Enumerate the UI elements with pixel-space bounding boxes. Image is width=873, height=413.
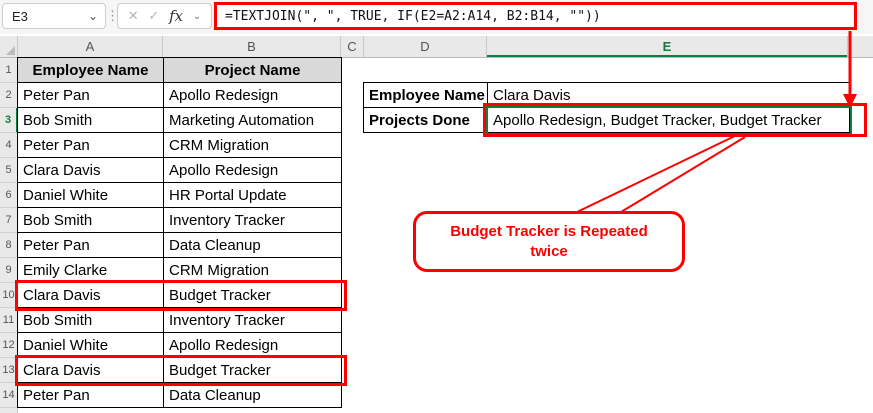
column-header-f-partial[interactable] [848, 36, 873, 58]
cell-b3[interactable]: Marketing Automation [163, 107, 342, 133]
drag-handle-icon: ⋮ [106, 8, 119, 23]
table-row: Peter Pan Data Cleanup [17, 382, 342, 408]
row-header-4[interactable]: 4 [0, 133, 18, 158]
row-header-15-partial[interactable] [0, 408, 18, 413]
employee-project-table: Employee Name Project Name Peter Pan Apol… [17, 57, 342, 408]
cell-b1[interactable]: Project Name [163, 57, 342, 83]
cell-a5[interactable]: Clara Davis [17, 157, 164, 183]
table-row: Daniel White Apollo Redesign [17, 332, 342, 358]
cell-e3[interactable]: Apollo Redesign, Budget Tracker, Budget … [487, 107, 850, 133]
table-row: Clara Davis Budget Tracker [17, 282, 342, 308]
table-row: Daniel White HR Portal Update [17, 182, 342, 208]
cell-a8[interactable]: Peter Pan [17, 232, 164, 258]
select-all-triangle-icon [6, 46, 15, 55]
column-header-b[interactable]: B [163, 36, 341, 58]
summary-table: Employee Name Clara Davis Projects Done … [363, 82, 850, 133]
cell-b4[interactable]: CRM Migration [163, 132, 342, 158]
cell-b13[interactable]: Budget Tracker [163, 357, 342, 383]
row-header-13[interactable]: 13 [0, 358, 18, 383]
callout-text-line2: twice [530, 242, 568, 260]
insert-function-icon[interactable]: fx [169, 7, 184, 25]
cell-a11[interactable]: Bob Smith [17, 307, 164, 333]
column-header-e[interactable]: E [487, 36, 848, 58]
cell-a2[interactable]: Peter Pan [17, 82, 164, 108]
table-header-row: Employee Name Project Name [17, 57, 342, 83]
cell-b2[interactable]: Apollo Redesign [163, 82, 342, 108]
cell-b10[interactable]: Budget Tracker [163, 282, 342, 308]
cell-b8[interactable]: Data Cleanup [163, 232, 342, 258]
cell-b5[interactable]: Apollo Redesign [163, 157, 342, 183]
row-header-9[interactable]: 9 [0, 258, 18, 283]
cell-b11[interactable]: Inventory Tracker [163, 307, 342, 333]
formula-input[interactable]: =TEXTJOIN(", ", TRUE, IF(E2=A2:A14, B2:B… [214, 2, 857, 30]
callout-text-line1: Budget Tracker is Repeated [450, 222, 648, 240]
select-all-corner[interactable] [0, 36, 18, 58]
cell-b9[interactable]: CRM Migration [163, 257, 342, 283]
cell-a1[interactable]: Employee Name [17, 57, 164, 83]
table-row: Emily Clarke CRM Migration [17, 257, 342, 283]
name-box-chevron-icon[interactable]: ⌄ [87, 9, 98, 23]
formula-buttons-group: ✕ ✓ fx ⌄ [117, 3, 212, 29]
table-row: Peter Pan Apollo Redesign [17, 82, 342, 108]
enter-icon[interactable]: ✓ [148, 8, 160, 23]
cancel-icon[interactable]: ✕ [127, 8, 139, 23]
summary-employee-row: Employee Name Clara Davis [363, 82, 850, 108]
column-header-c[interactable]: C [341, 36, 364, 58]
row-header-1[interactable]: 1 [0, 58, 18, 83]
cell-d2[interactable]: Employee Name [363, 82, 488, 108]
formula-bar-area: E3 ⌄ ⋮ ✕ ✓ fx ⌄ =TEXTJOIN(", ", TRUE, IF… [0, 0, 873, 34]
row-header-5[interactable]: 5 [0, 158, 18, 183]
cell-a13[interactable]: Clara Davis [17, 357, 164, 383]
column-header-d[interactable]: D [364, 36, 487, 58]
table-row: Peter Pan Data Cleanup [17, 232, 342, 258]
callout-note[interactable]: Budget Tracker is Repeated twice [413, 211, 685, 272]
cell-b14[interactable]: Data Cleanup [163, 382, 342, 408]
table-row: Bob Smith Marketing Automation [17, 107, 342, 133]
table-row: Bob Smith Inventory Tracker [17, 207, 342, 233]
row-header-12[interactable]: 12 [0, 333, 18, 358]
table-row: Bob Smith Inventory Tracker [17, 307, 342, 333]
cell-b12[interactable]: Apollo Redesign [163, 332, 342, 358]
row-header-7[interactable]: 7 [0, 208, 18, 233]
cell-b6[interactable]: HR Portal Update [163, 182, 342, 208]
column-header-a[interactable]: A [18, 36, 163, 58]
cell-e2[interactable]: Clara Davis [487, 82, 850, 108]
row-header-11[interactable]: 11 [0, 308, 18, 333]
row-header-14[interactable]: 14 [0, 383, 18, 408]
table-row: Clara Davis Budget Tracker [17, 357, 342, 383]
callout-pointer-line-2 [620, 136, 746, 213]
table-row: Peter Pan CRM Migration [17, 132, 342, 158]
row-header-2[interactable]: 2 [0, 83, 18, 108]
row-header-3[interactable]: 3 [0, 108, 18, 133]
name-box-value: E3 [12, 8, 28, 24]
name-box[interactable]: E3 ⌄ [2, 3, 106, 29]
cell-d3[interactable]: Projects Done [363, 107, 488, 133]
cell-a10[interactable]: Clara Davis [17, 282, 164, 308]
cell-a7[interactable]: Bob Smith [17, 207, 164, 233]
row-header-8[interactable]: 8 [0, 233, 18, 258]
row-header-10[interactable]: 10 [0, 283, 18, 308]
table-row: Clara Davis Apollo Redesign [17, 157, 342, 183]
cell-a6[interactable]: Daniel White [17, 182, 164, 208]
cell-a14[interactable]: Peter Pan [17, 382, 164, 408]
summary-projects-row: Projects Done Apollo Redesign, Budget Tr… [363, 107, 850, 133]
formula-text: =TEXTJOIN(", ", TRUE, IF(E2=A2:A14, B2:B… [225, 8, 601, 24]
cell-a3[interactable]: Bob Smith [17, 107, 164, 133]
cell-a4[interactable]: Peter Pan [17, 132, 164, 158]
cell-a12[interactable]: Daniel White [17, 332, 164, 358]
fx-chevron-icon[interactable]: ⌄ [192, 10, 202, 22]
cell-a9[interactable]: Emily Clarke [17, 257, 164, 283]
cell-b7[interactable]: Inventory Tracker [163, 207, 342, 233]
row-header-6[interactable]: 6 [0, 183, 18, 208]
callout-pointer-line-1 [576, 133, 740, 213]
